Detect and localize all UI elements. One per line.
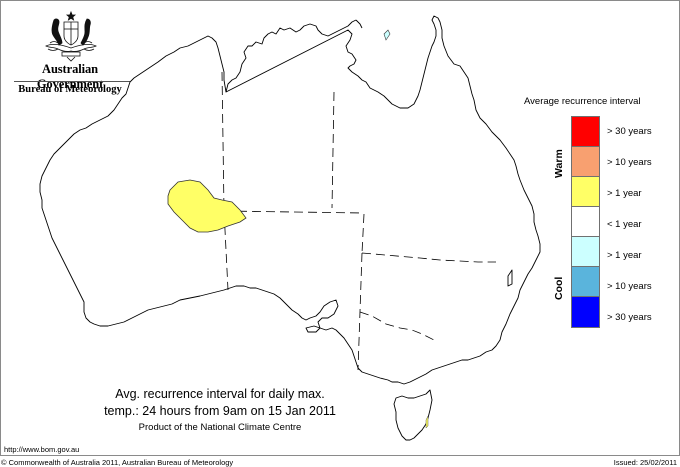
legend-title: Average recurrence interval [524,96,641,107]
legend-label: > 10 years [607,281,652,292]
legend-swatch-neutral [572,207,599,237]
mainland-coastline [39,15,541,385]
sa-qld-border [361,213,365,254]
legend-label: > 30 years [607,126,652,137]
map-title-line2: temp.: 24 hours from 9am on 15 Jan 2011 [104,404,336,418]
nsw-vic-border [359,311,435,341]
legend-label: > 1 year [607,250,642,261]
legend-swatch-cool-10yr [572,267,599,297]
org-subtitle: Bureau of Meteorology [18,84,122,95]
cool-label: Cool [553,276,565,300]
map-frame [0,0,680,456]
nt-sa-border [223,210,365,214]
nt-qld-border [331,91,335,209]
org-title: Australian Government [36,62,104,91]
legend-swatch-warm-30yr [572,117,599,147]
australia-map [39,15,541,441]
anomaly-area-warm-1yr [167,179,247,233]
sa-nsw-vic-border [357,252,363,371]
warm-label: Warm [553,149,565,178]
divider [14,81,130,82]
map-credit: Product of the National Climate Centre [138,422,302,433]
copyright-notice: © Commonwealth of Australia 2011, Austra… [1,458,234,467]
legend-label: > 1 year [607,188,642,199]
map-title-line1: Avg. recurrence interval for daily max. [115,387,325,401]
qld-nsw-border [361,252,496,263]
legend-label: > 10 years [607,157,652,168]
legend-label: > 30 years [607,312,652,323]
legend-color-bar [571,116,600,328]
website-url: http://www.bom.gov.au [4,445,80,454]
legend-label: < 1 year [607,219,642,230]
legend-swatch-warm-1yr [572,177,599,207]
bom-logo: Australian Government Bureau of Meteorol… [8,8,132,95]
tasmania-coastline [393,389,433,441]
legend-swatch-warm-10yr [572,147,599,177]
legend-swatch-cool-30yr [572,297,599,327]
legend-swatch-cool-1yr [572,237,599,267]
wa-border [221,71,229,291]
coat-of-arms-icon [45,10,97,62]
issued-date: Issued: 25/02/2011 [613,458,677,467]
